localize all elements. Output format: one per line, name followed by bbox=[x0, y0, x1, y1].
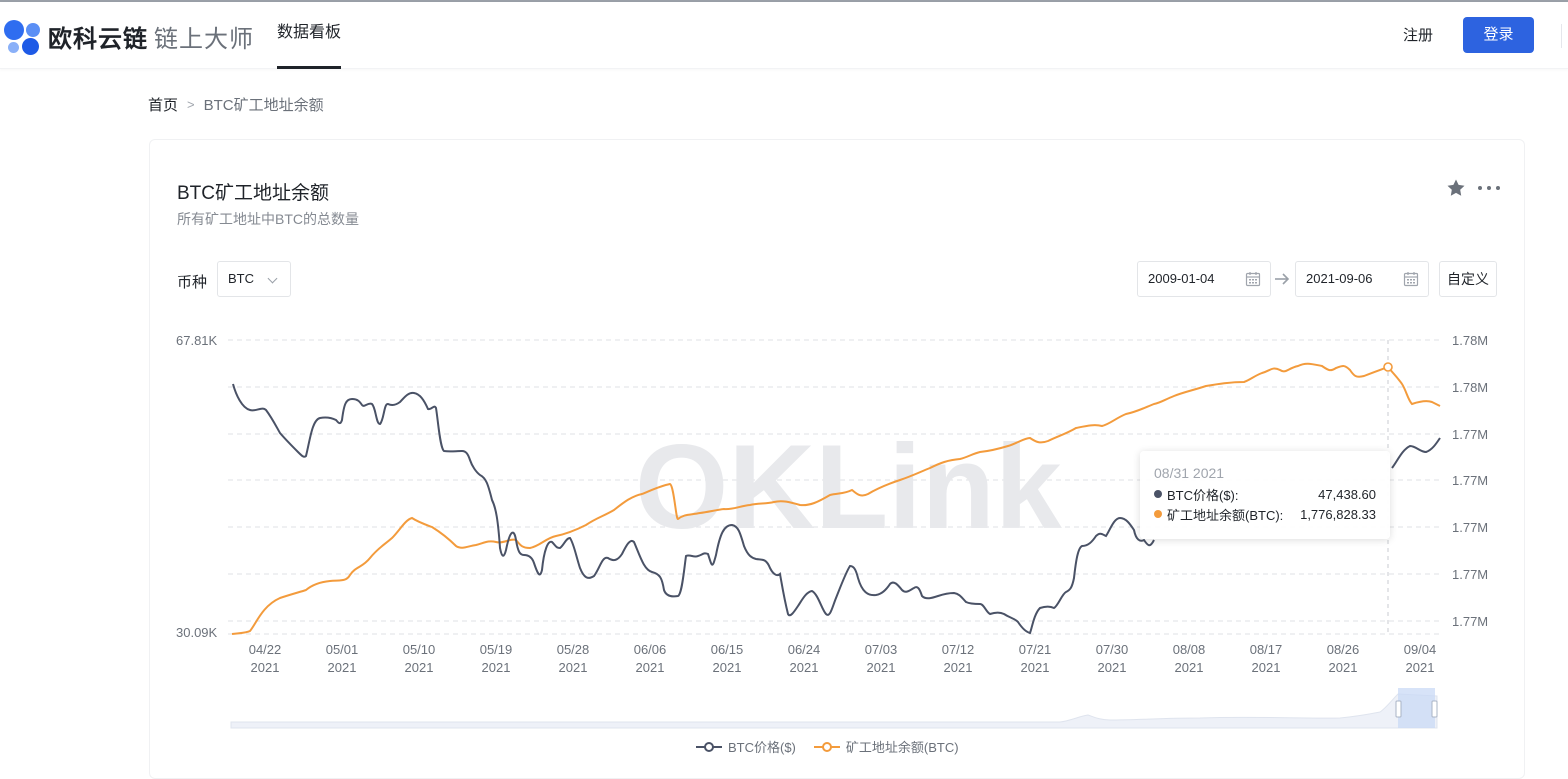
series-btc-price[interactable] bbox=[232, 383, 1155, 635]
svg-text:09/04: 09/04 bbox=[1404, 642, 1437, 657]
svg-text:1.78M: 1.78M bbox=[1452, 380, 1488, 395]
svg-text:1.77M: 1.77M bbox=[1452, 427, 1488, 442]
nav-divider bbox=[1561, 24, 1562, 48]
legend-line-icon bbox=[813, 741, 840, 752]
date-to-value: 2021-09-06 bbox=[1306, 271, 1373, 286]
svg-text:2021: 2021 bbox=[1021, 660, 1050, 675]
svg-text:1.77M: 1.77M bbox=[1452, 614, 1488, 629]
svg-text:04/22: 04/22 bbox=[249, 642, 282, 657]
svg-text:2021: 2021 bbox=[1098, 660, 1127, 675]
series-btc-price-tail[interactable] bbox=[1391, 437, 1441, 469]
breadcrumb-home[interactable]: 首页 bbox=[148, 97, 179, 114]
svg-text:2021: 2021 bbox=[405, 660, 434, 675]
svg-text:2021: 2021 bbox=[251, 660, 280, 675]
calendar-icon bbox=[1403, 272, 1419, 287]
logo-sub-text: 链上大师 bbox=[154, 26, 254, 53]
page-subtitle: 所有矿工地址中BTC的总数量 bbox=[177, 211, 359, 227]
svg-text:1.77M: 1.77M bbox=[1452, 473, 1488, 488]
legend-item-btc-price[interactable]: BTC价格($) bbox=[696, 737, 796, 756]
data-zoom-slider[interactable] bbox=[230, 688, 1438, 729]
svg-text:07/30: 07/30 bbox=[1096, 642, 1129, 657]
date-from-input[interactable]: 2009-01-04 bbox=[1137, 261, 1271, 297]
y-right-axis: 1.78M 1.78M 1.77M 1.77M 1.77M 1.77M 1.77… bbox=[1452, 333, 1488, 629]
breadcrumb-separator: > bbox=[187, 97, 195, 112]
svg-text:05/01: 05/01 bbox=[326, 642, 359, 657]
tooltip-row-price: BTC价格($): 47,438.60 bbox=[1154, 484, 1376, 504]
svg-text:07/03: 07/03 bbox=[865, 642, 898, 657]
more-icon[interactable] bbox=[1478, 178, 1500, 198]
coin-select-value: BTC bbox=[228, 271, 254, 286]
legend-line-icon bbox=[696, 741, 722, 752]
custom-range-button[interactable]: 自定义 bbox=[1439, 261, 1497, 297]
slider-handle-right[interactable] bbox=[1431, 700, 1438, 718]
svg-text:08/26: 08/26 bbox=[1327, 642, 1360, 657]
chart-legend: BTC价格($) 矿工地址余额(BTC) bbox=[696, 737, 977, 756]
logo[interactable]: 欧科云链 链上大师 bbox=[4, 19, 254, 55]
y-left-min: 30.09K bbox=[176, 625, 218, 640]
date-to-input[interactable]: 2021-09-06 bbox=[1295, 261, 1429, 297]
top-nav: 欧科云链 链上大师 数据看板 注册 登录 bbox=[0, 2, 1568, 69]
svg-text:2021: 2021 bbox=[328, 660, 357, 675]
star-icon[interactable] bbox=[1446, 178, 1466, 198]
coin-select[interactable]: BTC bbox=[217, 261, 291, 297]
breadcrumb-current: BTC矿工地址余额 bbox=[203, 97, 324, 114]
calendar-icon bbox=[1245, 272, 1261, 287]
svg-text:08/08: 08/08 bbox=[1173, 642, 1206, 657]
date-from-value: 2009-01-04 bbox=[1148, 271, 1215, 286]
y-left-max: 67.81K bbox=[176, 333, 218, 348]
arrow-right-icon bbox=[1275, 273, 1290, 285]
series-miner-balance[interactable] bbox=[231, 362, 1441, 635]
svg-text:05/10: 05/10 bbox=[403, 642, 436, 657]
logo-icon bbox=[4, 19, 42, 55]
svg-text:06/15: 06/15 bbox=[711, 642, 744, 657]
svg-text:2021: 2021 bbox=[1329, 660, 1358, 675]
svg-text:2021: 2021 bbox=[559, 660, 588, 675]
svg-text:2021: 2021 bbox=[636, 660, 665, 675]
svg-text:1.78M: 1.78M bbox=[1452, 333, 1488, 348]
svg-text:05/28: 05/28 bbox=[557, 642, 590, 657]
svg-text:2021: 2021 bbox=[790, 660, 819, 675]
svg-text:06/06: 06/06 bbox=[634, 642, 667, 657]
svg-text:1.77M: 1.77M bbox=[1452, 520, 1488, 535]
svg-text:1.77M: 1.77M bbox=[1452, 567, 1488, 582]
series-dot-icon bbox=[1154, 510, 1162, 518]
svg-text:2021: 2021 bbox=[867, 660, 896, 675]
coin-label: 币种 bbox=[177, 274, 208, 291]
watermark: OKLink bbox=[635, 420, 1062, 554]
svg-text:05/19: 05/19 bbox=[480, 642, 513, 657]
svg-text:2021: 2021 bbox=[1252, 660, 1281, 675]
logo-main-text: 欧科云链 bbox=[48, 26, 148, 53]
login-button[interactable]: 登录 bbox=[1463, 17, 1534, 53]
slider-handle-left[interactable] bbox=[1395, 700, 1402, 718]
tab-dashboard[interactable]: 数据看板 bbox=[277, 2, 342, 69]
svg-text:2021: 2021 bbox=[482, 660, 511, 675]
svg-text:07/21: 07/21 bbox=[1019, 642, 1052, 657]
slider-window[interactable] bbox=[1398, 688, 1435, 728]
breadcrumb: 首页 > BTC矿工地址余额 bbox=[148, 94, 324, 115]
svg-text:2021: 2021 bbox=[944, 660, 973, 675]
svg-text:07/12: 07/12 bbox=[942, 642, 975, 657]
highlight-point bbox=[1383, 362, 1393, 372]
svg-text:2021: 2021 bbox=[1175, 660, 1204, 675]
page-title: BTC矿工地址余额 bbox=[177, 183, 330, 204]
svg-text:08/17: 08/17 bbox=[1250, 642, 1283, 657]
chart-tooltip: 08/31 2021 BTC价格($): 47,438.60 矿工地址余额(BT… bbox=[1140, 451, 1390, 539]
register-link[interactable]: 注册 bbox=[1403, 27, 1434, 44]
svg-text:2021: 2021 bbox=[713, 660, 742, 675]
top-border bbox=[0, 0, 1568, 2]
legend-item-miner-balance[interactable]: 矿工地址余额(BTC) bbox=[813, 737, 959, 756]
series-dot-icon bbox=[1154, 490, 1162, 498]
tooltip-date: 08/31 2021 bbox=[1154, 465, 1225, 481]
tooltip-row-balance: 矿工地址余额(BTC): 1,776,828.33 bbox=[1154, 504, 1376, 524]
svg-text:06/24: 06/24 bbox=[788, 642, 821, 657]
svg-text:2021: 2021 bbox=[1406, 660, 1435, 675]
